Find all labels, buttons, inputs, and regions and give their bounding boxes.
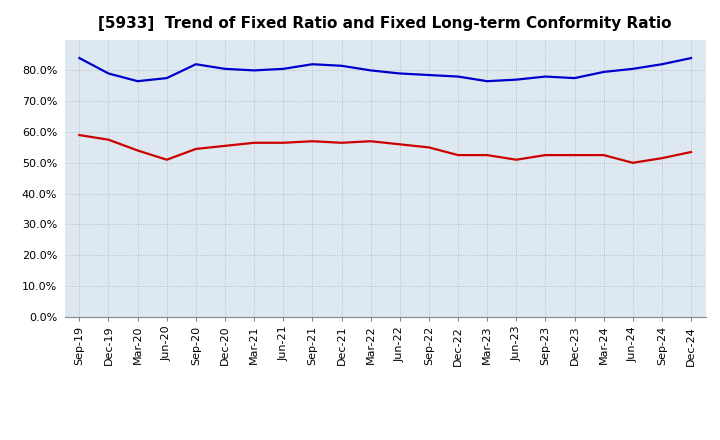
- Fixed Ratio: [541, 74, 550, 79]
- Fixed Ratio: [570, 75, 579, 81]
- Fixed Long-term Conformity Ratio: [657, 155, 666, 161]
- Fixed Ratio: [104, 71, 113, 76]
- Fixed Long-term Conformity Ratio: [104, 137, 113, 142]
- Fixed Long-term Conformity Ratio: [308, 139, 317, 144]
- Fixed Ratio: [366, 68, 375, 73]
- Fixed Ratio: [483, 78, 492, 84]
- Fixed Long-term Conformity Ratio: [454, 152, 462, 158]
- Fixed Ratio: [220, 66, 229, 71]
- Line: Fixed Ratio: Fixed Ratio: [79, 58, 691, 81]
- Fixed Ratio: [512, 77, 521, 82]
- Fixed Ratio: [279, 66, 287, 71]
- Fixed Ratio: [395, 71, 404, 76]
- Fixed Long-term Conformity Ratio: [570, 152, 579, 158]
- Fixed Long-term Conformity Ratio: [629, 160, 637, 165]
- Fixed Long-term Conformity Ratio: [133, 148, 142, 153]
- Fixed Ratio: [192, 62, 200, 67]
- Fixed Long-term Conformity Ratio: [279, 140, 287, 145]
- Fixed Long-term Conformity Ratio: [163, 157, 171, 162]
- Fixed Ratio: [75, 55, 84, 61]
- Fixed Ratio: [163, 75, 171, 81]
- Fixed Ratio: [250, 68, 258, 73]
- Fixed Long-term Conformity Ratio: [599, 152, 608, 158]
- Fixed Ratio: [133, 78, 142, 84]
- Fixed Ratio: [454, 74, 462, 79]
- Fixed Long-term Conformity Ratio: [366, 139, 375, 144]
- Fixed Long-term Conformity Ratio: [687, 149, 696, 154]
- Fixed Long-term Conformity Ratio: [75, 132, 84, 138]
- Fixed Long-term Conformity Ratio: [541, 152, 550, 158]
- Title: [5933]  Trend of Fixed Ratio and Fixed Long-term Conformity Ratio: [5933] Trend of Fixed Ratio and Fixed Lo…: [99, 16, 672, 32]
- Fixed Long-term Conformity Ratio: [192, 146, 200, 151]
- Fixed Long-term Conformity Ratio: [250, 140, 258, 145]
- Line: Fixed Long-term Conformity Ratio: Fixed Long-term Conformity Ratio: [79, 135, 691, 163]
- Fixed Ratio: [599, 69, 608, 74]
- Fixed Long-term Conformity Ratio: [512, 157, 521, 162]
- Fixed Long-term Conformity Ratio: [220, 143, 229, 148]
- Fixed Ratio: [337, 63, 346, 68]
- Fixed Ratio: [308, 62, 317, 67]
- Fixed Long-term Conformity Ratio: [337, 140, 346, 145]
- Fixed Ratio: [629, 66, 637, 71]
- Fixed Ratio: [657, 62, 666, 67]
- Fixed Long-term Conformity Ratio: [425, 145, 433, 150]
- Fixed Long-term Conformity Ratio: [483, 152, 492, 158]
- Fixed Ratio: [687, 55, 696, 61]
- Fixed Long-term Conformity Ratio: [395, 142, 404, 147]
- Fixed Ratio: [425, 72, 433, 77]
